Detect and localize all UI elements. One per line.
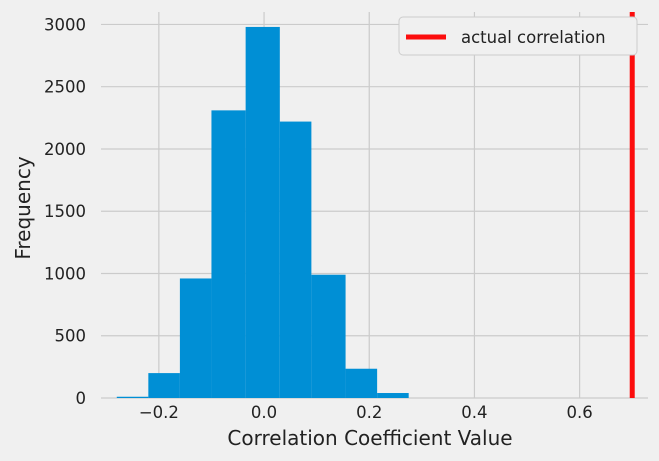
y-tick-label: 3000 bbox=[44, 15, 86, 34]
y-tick-label: 1000 bbox=[44, 264, 86, 283]
x-tick-label: 0.0 bbox=[251, 403, 277, 422]
y-tick-label: 0 bbox=[76, 389, 87, 408]
histogram-bar-3 bbox=[211, 110, 246, 399]
x-axis-label: Correlation Coefficient Value bbox=[227, 426, 512, 450]
x-tick-label: 0.6 bbox=[567, 403, 593, 422]
y-tick-label: 2000 bbox=[44, 140, 86, 159]
y-tick-label: 500 bbox=[55, 327, 87, 346]
y-tick-label: 2500 bbox=[44, 78, 86, 97]
legend-label: actual correlation bbox=[461, 28, 606, 47]
histogram-bar-5 bbox=[279, 121, 312, 399]
histogram-bar-8 bbox=[377, 393, 409, 398]
histogram-bar-2 bbox=[179, 278, 212, 398]
x-axis-ticks: −0.2 0.0 0.2 0.4 0.6 bbox=[139, 403, 593, 422]
histogram-bar-1 bbox=[148, 373, 180, 398]
y-axis-ticks: 0 500 1000 1500 2000 2500 3000 bbox=[44, 15, 86, 408]
histogram-bar-4 bbox=[245, 26, 280, 399]
histogram-bars bbox=[116, 26, 409, 399]
histogram-bar-7 bbox=[345, 368, 378, 398]
x-tick-label: 0.2 bbox=[356, 403, 382, 422]
x-tick-label: 0.4 bbox=[461, 403, 487, 422]
y-tick-label: 1500 bbox=[44, 202, 86, 221]
legend-box bbox=[398, 16, 638, 56]
histogram-bar-0 bbox=[116, 396, 149, 398]
y-axis-label: Frequency bbox=[11, 156, 35, 259]
histogram-bar-6 bbox=[311, 274, 346, 398]
x-tick-label: −0.2 bbox=[139, 403, 179, 422]
legend: actual correlation bbox=[398, 16, 638, 56]
